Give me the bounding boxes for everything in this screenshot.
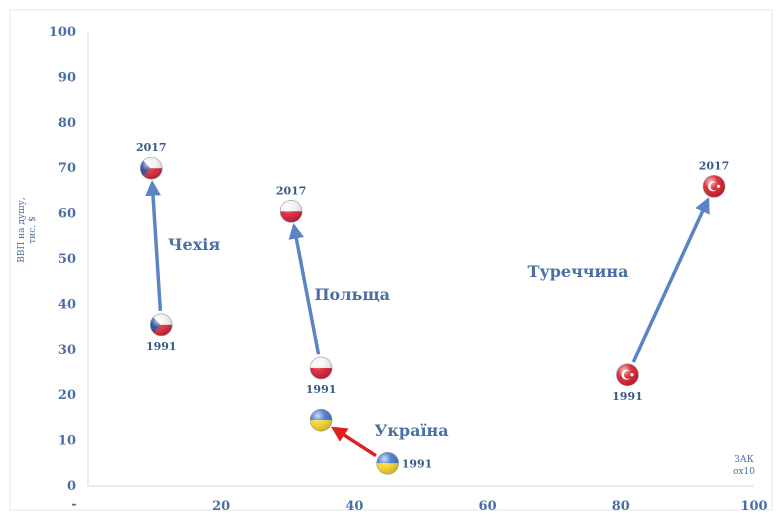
year-label: 2017	[136, 141, 167, 154]
x-tick-label: 20	[212, 499, 230, 514]
y-tick-label: 50	[58, 252, 76, 267]
x-tick-label: 100	[740, 499, 767, 514]
x-tick-label: 40	[345, 499, 363, 514]
year-label: 1991	[612, 390, 643, 403]
year-label: 1991	[402, 457, 433, 470]
x-tick-labels: - 20 40 60 80 100	[71, 497, 767, 514]
y-axis-label-line-1: ВВП на душу,	[17, 197, 27, 263]
y-tick-label: 10	[58, 434, 76, 449]
x-axis-label-line-1: ЗАК	[734, 455, 753, 465]
y-tick-label: 20	[58, 388, 76, 403]
x-tick-label: 80	[612, 499, 630, 514]
year-label: 2017	[699, 159, 730, 172]
flag-marker	[279, 200, 303, 223]
flag-marker	[376, 451, 400, 475]
flag-marker	[309, 356, 333, 380]
flag-marker	[309, 408, 333, 432]
series-layer: 19912017Чехія19912017Польща1991Україна19…	[136, 141, 730, 475]
x-axis-label-line-2: ох10	[733, 467, 755, 477]
flag-marker	[616, 363, 639, 387]
y-tick-label: 60	[58, 207, 76, 222]
country-label: Україна	[374, 421, 448, 440]
trend-arrow	[145, 180, 163, 311]
y-tick-labels: 0 10 20 30 40 50 60 70 80 90 100	[49, 25, 76, 494]
plot-area	[9, 9, 773, 511]
country-label: Туреччина	[528, 262, 629, 281]
y-tick-label: 70	[58, 161, 76, 176]
trend-arrow	[331, 426, 377, 458]
y-axis-label-line-2: тис. $	[28, 216, 38, 243]
y-tick-label: 40	[58, 297, 76, 312]
country-label: Чехія	[168, 235, 220, 254]
trend-arrow	[631, 197, 710, 363]
year-label: 1991	[146, 340, 177, 353]
year-label: 2017	[276, 184, 307, 197]
y-tick-label: 80	[58, 116, 76, 131]
x-tick-label: 60	[479, 499, 497, 514]
trend-arrow	[288, 222, 321, 355]
country-label: Польща	[314, 285, 390, 304]
flag-marker	[149, 313, 173, 337]
series-ukraine: 1991 Україна	[309, 408, 449, 475]
series-czech: 1991 2017 Чехія	[136, 141, 220, 353]
flag-marker	[139, 156, 163, 180]
y-tick-label: 90	[58, 70, 76, 85]
y-tick-label: 30	[58, 343, 76, 358]
y-tick-label: 100	[49, 25, 76, 40]
y-tick-label: 0	[67, 479, 76, 494]
series-turkey: 1991 2017 Туреччина	[528, 159, 730, 402]
year-label: 1991	[306, 383, 337, 396]
x-origin-label: -	[71, 497, 76, 512]
series-poland: 1991 2017 Польща	[276, 184, 390, 396]
flag-marker	[702, 175, 726, 198]
